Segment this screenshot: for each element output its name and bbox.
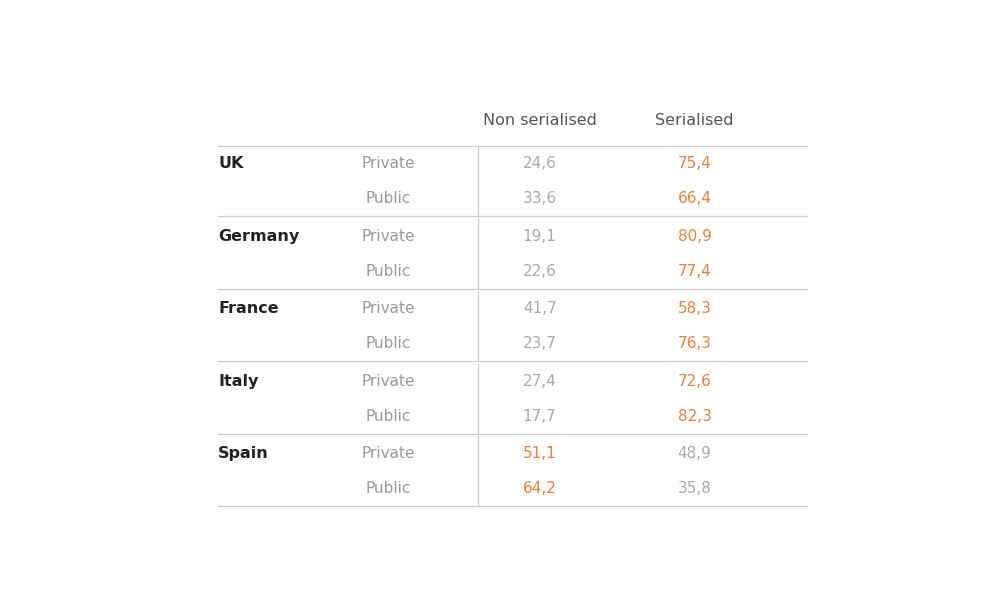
Text: Private: Private: [362, 229, 415, 244]
Text: 48,9: 48,9: [678, 446, 712, 461]
Text: 41,7: 41,7: [523, 301, 556, 316]
Text: France: France: [218, 301, 279, 316]
Text: Private: Private: [362, 446, 415, 461]
Text: 17,7: 17,7: [523, 409, 556, 424]
Text: 24,6: 24,6: [523, 156, 557, 171]
Text: 64,2: 64,2: [523, 481, 557, 496]
Text: UK: UK: [218, 156, 243, 171]
Text: Non serialised: Non serialised: [483, 113, 597, 128]
Text: Public: Public: [366, 481, 411, 496]
Text: Germany: Germany: [218, 229, 299, 244]
Text: 82,3: 82,3: [678, 409, 712, 424]
Text: 77,4: 77,4: [678, 263, 712, 278]
Text: Public: Public: [366, 409, 411, 424]
Text: 80,9: 80,9: [678, 229, 712, 244]
Text: Public: Public: [366, 263, 411, 278]
Text: Private: Private: [362, 301, 415, 316]
Text: Private: Private: [362, 156, 415, 171]
Text: 33,6: 33,6: [523, 191, 557, 206]
Text: 27,4: 27,4: [523, 374, 556, 389]
Text: 19,1: 19,1: [523, 229, 557, 244]
Text: Italy: Italy: [218, 374, 258, 389]
Text: 23,7: 23,7: [523, 336, 557, 351]
Text: 66,4: 66,4: [678, 191, 712, 206]
Text: Public: Public: [366, 191, 411, 206]
Text: 76,3: 76,3: [678, 336, 712, 351]
Text: Public: Public: [366, 336, 411, 351]
Text: 72,6: 72,6: [678, 374, 712, 389]
Text: Spain: Spain: [218, 446, 269, 461]
Text: 75,4: 75,4: [678, 156, 712, 171]
Text: 22,6: 22,6: [523, 263, 557, 278]
Text: 58,3: 58,3: [678, 301, 712, 316]
Text: 35,8: 35,8: [678, 481, 712, 496]
Text: Private: Private: [362, 374, 415, 389]
Text: Serialised: Serialised: [655, 113, 734, 128]
Text: 51,1: 51,1: [523, 446, 556, 461]
